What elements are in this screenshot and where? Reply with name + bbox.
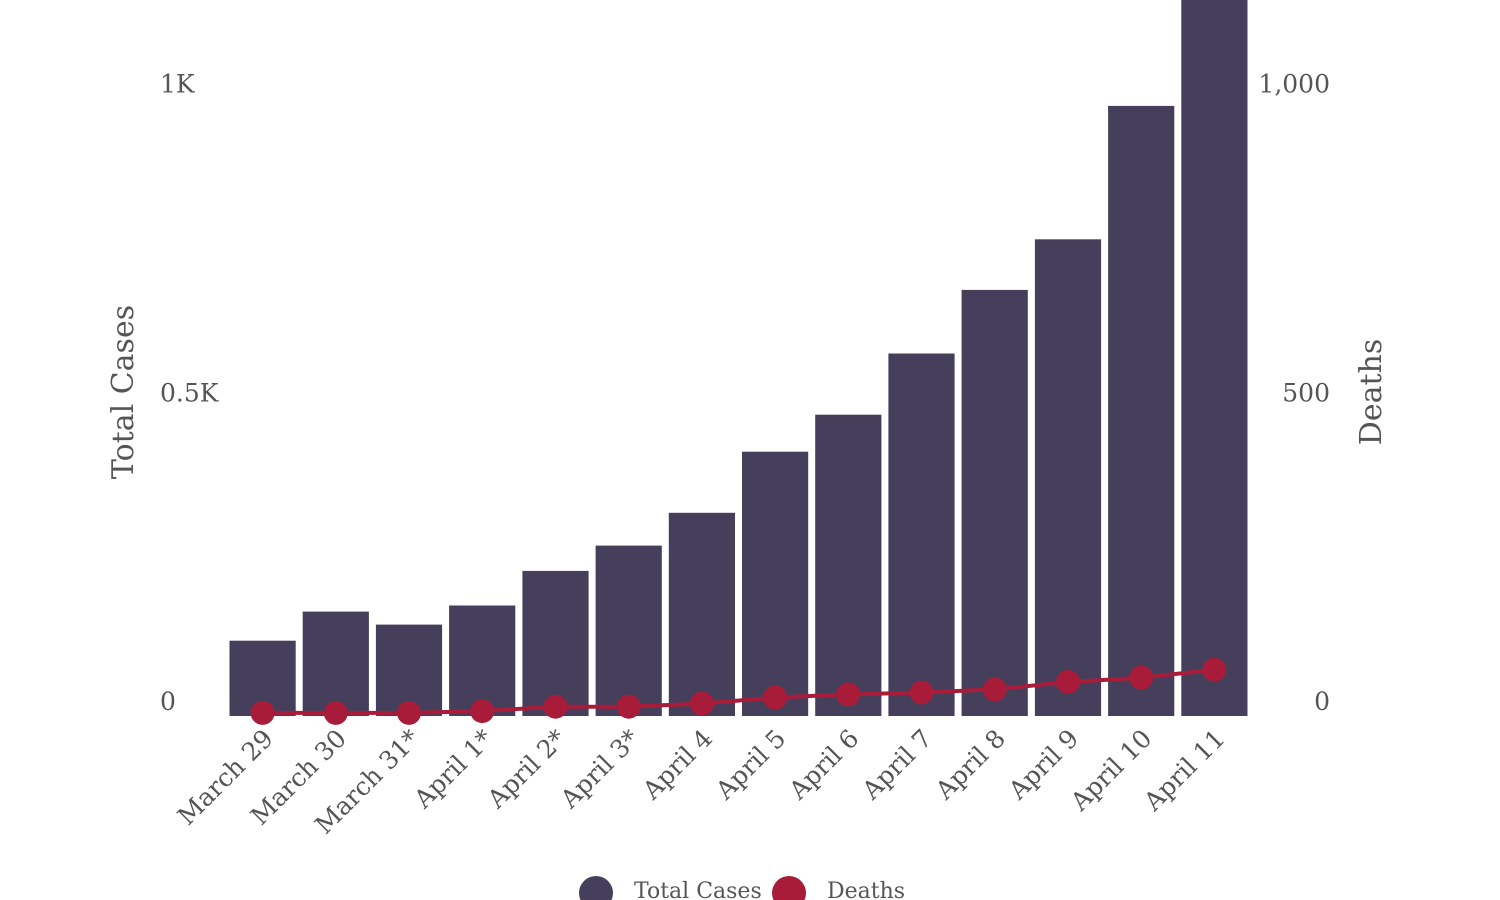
- bar-april-6[interactable]: [815, 414, 882, 716]
- x-tick-label: April 1*: [408, 723, 499, 814]
- bar-april-4[interactable]: [668, 512, 735, 716]
- bar-march-31[interactable]: [375, 624, 443, 716]
- x-tick-label: April 6: [783, 724, 865, 806]
- bar-april-9[interactable]: [1034, 239, 1102, 717]
- bar-april-1[interactable]: [449, 605, 516, 717]
- bar-april-8[interactable]: [961, 289, 1028, 716]
- bar-april-10[interactable]: [1108, 105, 1175, 716]
- x-tick-label: April 8: [929, 724, 1011, 806]
- x-tick-label: April 10: [1064, 724, 1157, 817]
- legend-label-total-cases: Total Cases: [634, 879, 762, 900]
- deaths-point-april-2[interactable]: [543, 694, 568, 719]
- deaths-line: [262, 667, 1215, 715]
- left-tick-label: 0.5K: [160, 378, 220, 407]
- legend-label-deaths: Deaths: [827, 879, 905, 900]
- x-tick-label: April 4: [636, 724, 718, 806]
- right-tick-label: 500: [1282, 378, 1330, 407]
- legend-item-total-cases[interactable]: Total Cases: [579, 876, 762, 900]
- bar-april-2[interactable]: [522, 570, 589, 716]
- deaths-point-april-1[interactable]: [470, 699, 495, 724]
- right-axis-ticks: 0 500 1,000: [1258, 70, 1330, 717]
- deaths-point-april-11[interactable]: [1202, 657, 1227, 682]
- bar-march-30[interactable]: [302, 611, 369, 716]
- deaths-point-march-29[interactable]: [250, 700, 275, 725]
- deaths-point-april-8[interactable]: [982, 677, 1007, 702]
- bar-april-5[interactable]: [742, 451, 809, 716]
- right-tick-label: 0: [1314, 687, 1330, 716]
- legend-item-deaths[interactable]: Deaths: [772, 876, 905, 900]
- x-tick-label: April 7: [856, 724, 938, 806]
- left-axis-title: Total Cases: [106, 305, 141, 479]
- deaths-point-march-30[interactable]: [323, 700, 348, 725]
- bar-april-3[interactable]: [595, 545, 662, 716]
- bar-april-11[interactable]: [1181, 0, 1248, 716]
- bar-april-7[interactable]: [888, 353, 955, 717]
- x-tick-label: April 3*: [554, 723, 645, 814]
- deaths-point-april-10[interactable]: [1129, 665, 1154, 690]
- deaths-point-march-31[interactable]: [397, 700, 421, 725]
- deaths-line-series[interactable]: [250, 657, 1227, 725]
- left-tick-label: 1K: [160, 70, 196, 99]
- deaths-point-april-9[interactable]: [1056, 670, 1080, 694]
- deaths-point-april-5[interactable]: [763, 685, 788, 710]
- x-tick-label: April 5: [709, 724, 791, 806]
- legend-swatch-total-cases: [579, 876, 613, 900]
- right-tick-label: 1,000: [1258, 70, 1330, 99]
- left-tick-label: 0: [160, 687, 176, 716]
- x-tick-label: April 11: [1137, 724, 1230, 817]
- right-axis-title: Deaths: [1354, 339, 1389, 445]
- deaths-point-april-6[interactable]: [836, 682, 861, 707]
- deaths-point-april-3[interactable]: [616, 694, 641, 719]
- left-axis-ticks: 0 0.5K 1K: [160, 70, 220, 717]
- total-cases-bars[interactable]: [229, 0, 1248, 717]
- x-tick-label: April 2*: [481, 723, 572, 814]
- legend: Total Cases Deaths: [579, 876, 905, 900]
- deaths-point-april-7[interactable]: [909, 680, 934, 705]
- deaths-point-april-4[interactable]: [689, 691, 714, 716]
- legend-swatch-deaths: [772, 876, 806, 900]
